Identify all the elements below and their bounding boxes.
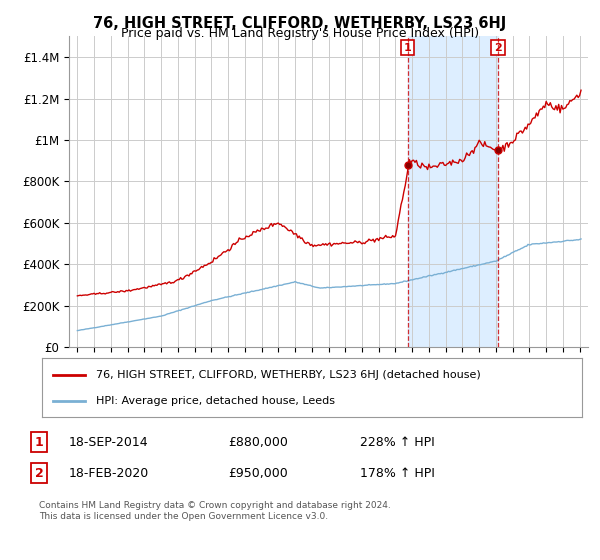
- Text: Price paid vs. HM Land Registry's House Price Index (HPI): Price paid vs. HM Land Registry's House …: [121, 27, 479, 40]
- Text: 76, HIGH STREET, CLIFFORD, WETHERBY, LS23 6HJ (detached house): 76, HIGH STREET, CLIFFORD, WETHERBY, LS2…: [96, 370, 481, 380]
- Bar: [407, 36, 498, 347]
- Text: £880,000: £880,000: [228, 436, 288, 449]
- Text: Contains HM Land Registry data © Crown copyright and database right 2024.
This d: Contains HM Land Registry data © Crown c…: [39, 501, 391, 521]
- Text: 2: 2: [494, 43, 502, 53]
- Text: 1: 1: [404, 43, 412, 53]
- Text: 76, HIGH STREET, CLIFFORD, WETHERBY, LS23 6HJ: 76, HIGH STREET, CLIFFORD, WETHERBY, LS2…: [94, 16, 506, 31]
- Text: HPI: Average price, detached house, Leeds: HPI: Average price, detached house, Leed…: [96, 396, 335, 406]
- Text: 2: 2: [35, 466, 43, 480]
- Text: 228% ↑ HPI: 228% ↑ HPI: [360, 436, 435, 449]
- Text: 18-FEB-2020: 18-FEB-2020: [69, 466, 149, 480]
- Text: £950,000: £950,000: [228, 466, 288, 480]
- Text: 18-SEP-2014: 18-SEP-2014: [69, 436, 149, 449]
- Text: 178% ↑ HPI: 178% ↑ HPI: [360, 466, 435, 480]
- Text: 1: 1: [35, 436, 43, 449]
